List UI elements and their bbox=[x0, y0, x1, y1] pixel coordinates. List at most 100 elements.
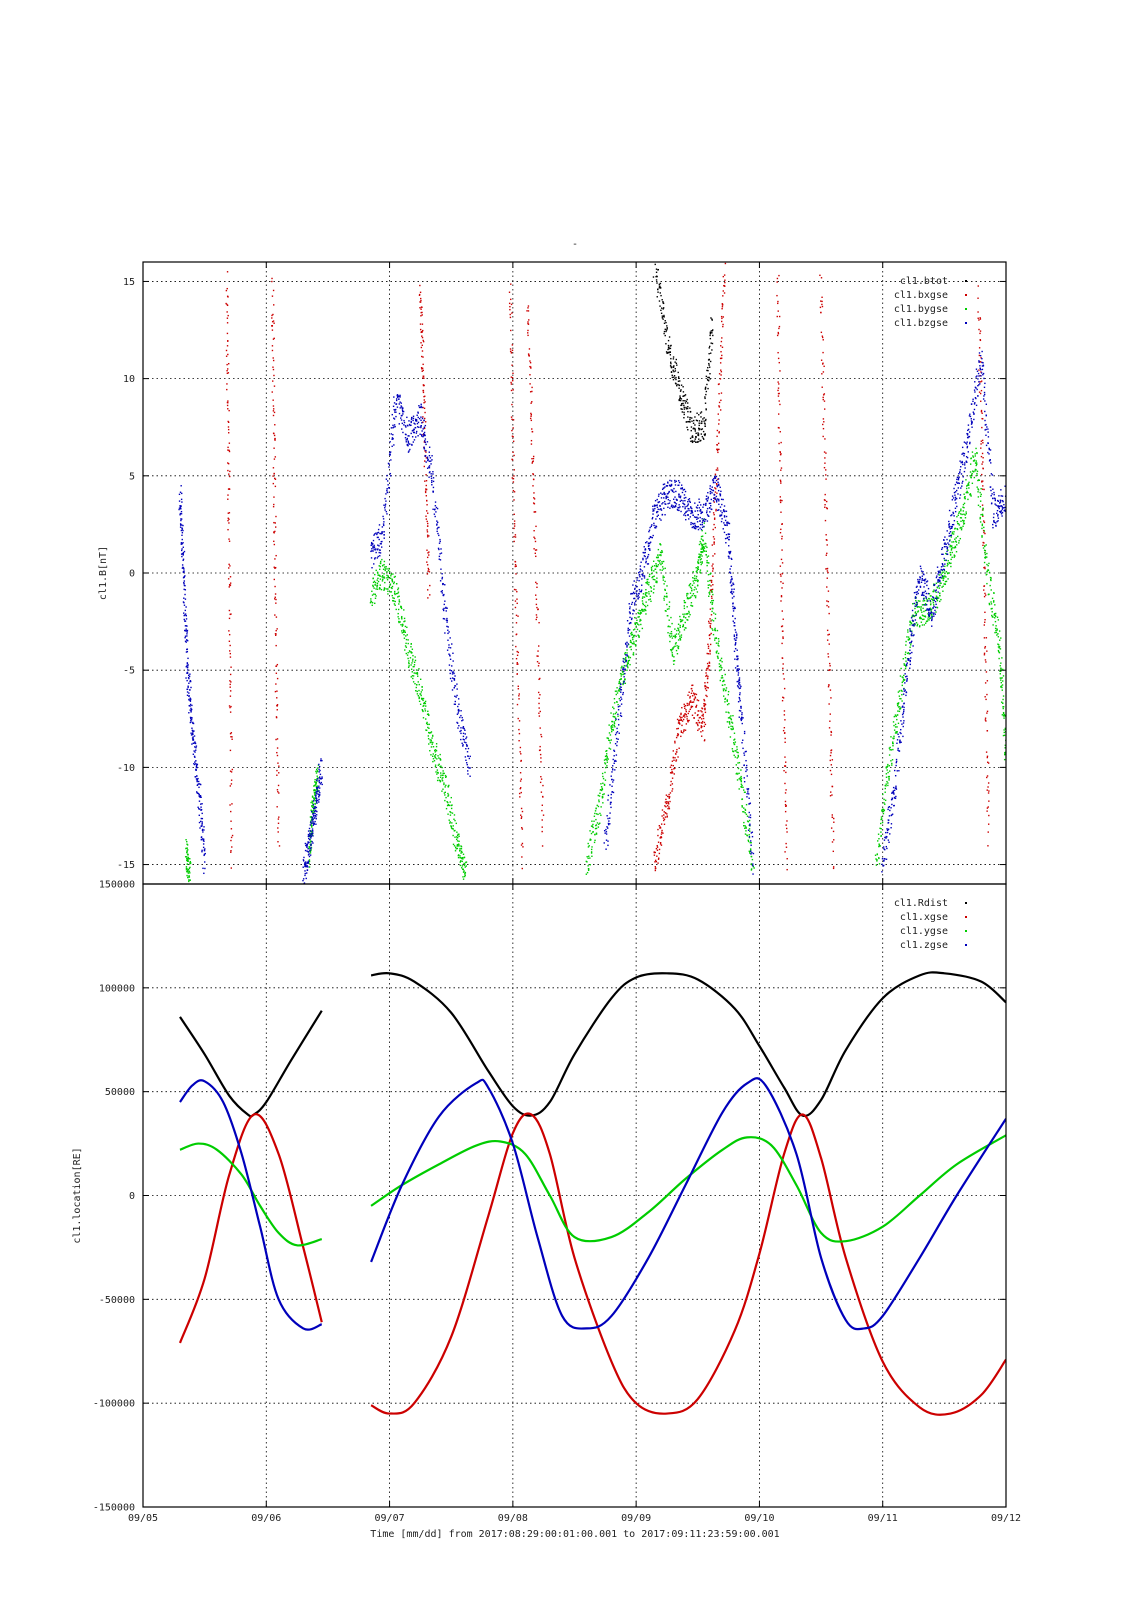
data-point bbox=[625, 656, 627, 659]
data-point bbox=[697, 579, 699, 582]
data-point bbox=[603, 830, 606, 832]
data-point bbox=[587, 865, 589, 867]
data-point bbox=[661, 569, 663, 571]
data-point bbox=[776, 315, 778, 318]
data-point bbox=[711, 570, 714, 572]
data-point bbox=[701, 714, 703, 717]
data-point bbox=[447, 792, 449, 795]
data-point bbox=[391, 580, 394, 583]
data-point bbox=[691, 714, 694, 716]
data-point bbox=[420, 403, 422, 406]
data-point bbox=[780, 558, 783, 561]
data-point bbox=[680, 731, 683, 733]
data-point bbox=[397, 588, 399, 591]
data-point bbox=[661, 829, 663, 832]
data-point bbox=[662, 579, 665, 581]
data-point bbox=[626, 655, 628, 657]
data-point bbox=[462, 732, 465, 735]
data-point bbox=[658, 560, 660, 563]
grid bbox=[143, 262, 1006, 884]
data-point bbox=[316, 810, 318, 813]
data-point bbox=[678, 747, 680, 749]
data-point bbox=[665, 321, 667, 324]
data-point bbox=[424, 710, 427, 712]
data-point bbox=[605, 848, 607, 850]
data-point bbox=[685, 723, 688, 725]
data-point bbox=[623, 668, 625, 670]
data-point bbox=[897, 702, 900, 704]
data-point bbox=[314, 805, 316, 808]
data-point bbox=[668, 806, 670, 808]
data-point bbox=[686, 704, 689, 707]
data-point bbox=[970, 494, 972, 496]
y-tick-label: -10 bbox=[117, 763, 135, 774]
data-point bbox=[395, 398, 398, 400]
data-point bbox=[392, 573, 394, 575]
data-point bbox=[319, 778, 322, 780]
data-point bbox=[586, 861, 588, 863]
data-point bbox=[429, 741, 432, 744]
data-point bbox=[1001, 686, 1003, 689]
data-point bbox=[456, 847, 459, 850]
data-point bbox=[446, 801, 448, 803]
data-point bbox=[603, 783, 606, 786]
data-point bbox=[423, 446, 425, 449]
data-point bbox=[226, 363, 228, 366]
data-point bbox=[308, 838, 311, 841]
data-point bbox=[606, 737, 608, 739]
data-point bbox=[377, 555, 379, 558]
data-point bbox=[655, 271, 658, 274]
data-point bbox=[456, 834, 459, 837]
data-point bbox=[620, 686, 622, 689]
data-point bbox=[1001, 668, 1004, 671]
data-point bbox=[229, 683, 231, 686]
data-point bbox=[304, 862, 306, 864]
data-point bbox=[982, 514, 984, 517]
data-point bbox=[655, 847, 658, 850]
data-point bbox=[971, 472, 973, 475]
data-point bbox=[318, 785, 320, 787]
data-point bbox=[432, 753, 434, 755]
data-point bbox=[449, 801, 451, 803]
data-point bbox=[690, 602, 693, 604]
data-point bbox=[680, 404, 682, 407]
data-point bbox=[707, 647, 710, 649]
data-point bbox=[314, 799, 317, 802]
data-point bbox=[395, 399, 398, 402]
data-point bbox=[728, 712, 730, 714]
data-point bbox=[411, 660, 414, 662]
data-point bbox=[654, 578, 656, 581]
data-point bbox=[655, 556, 658, 559]
data-point bbox=[188, 880, 190, 883]
data-point bbox=[183, 612, 185, 614]
data-point bbox=[697, 433, 700, 435]
data-point bbox=[453, 845, 456, 847]
data-point bbox=[383, 504, 385, 506]
data-point bbox=[894, 714, 897, 716]
data-point bbox=[456, 840, 459, 842]
data-point bbox=[822, 362, 824, 364]
data-point bbox=[403, 633, 405, 636]
data-point bbox=[536, 655, 538, 657]
data-point bbox=[190, 708, 193, 711]
data-point bbox=[906, 652, 909, 655]
data-point bbox=[726, 721, 729, 723]
data-point bbox=[689, 708, 691, 711]
data-point bbox=[985, 661, 987, 663]
data-point bbox=[664, 812, 667, 814]
data-point bbox=[680, 636, 683, 638]
data-point bbox=[452, 652, 454, 654]
data-point bbox=[542, 814, 545, 816]
data-point bbox=[313, 806, 315, 808]
data-point bbox=[191, 729, 194, 732]
data-point bbox=[457, 705, 459, 708]
data-point bbox=[424, 491, 427, 494]
data-point bbox=[383, 537, 385, 539]
data-point bbox=[777, 392, 780, 395]
data-point bbox=[669, 766, 672, 768]
data-point bbox=[905, 666, 907, 668]
data-point bbox=[458, 845, 460, 847]
data-point bbox=[184, 625, 187, 627]
data-point bbox=[983, 589, 985, 591]
